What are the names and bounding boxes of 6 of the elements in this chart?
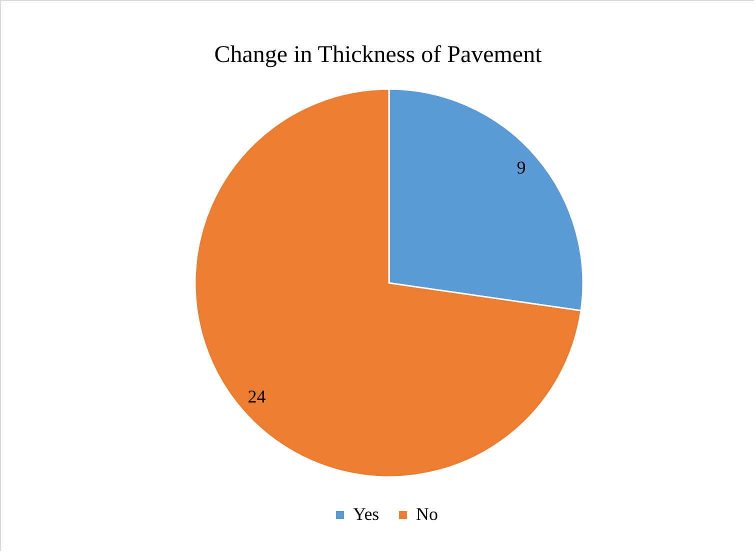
chart-title: Change in Thickness of Pavement (214, 42, 542, 68)
pie-slice (194, 88, 582, 478)
data-label: 24 (248, 386, 266, 407)
legend-label: No (416, 504, 438, 524)
data-label: 9 (516, 157, 526, 178)
legend-label: Yes (353, 504, 380, 524)
